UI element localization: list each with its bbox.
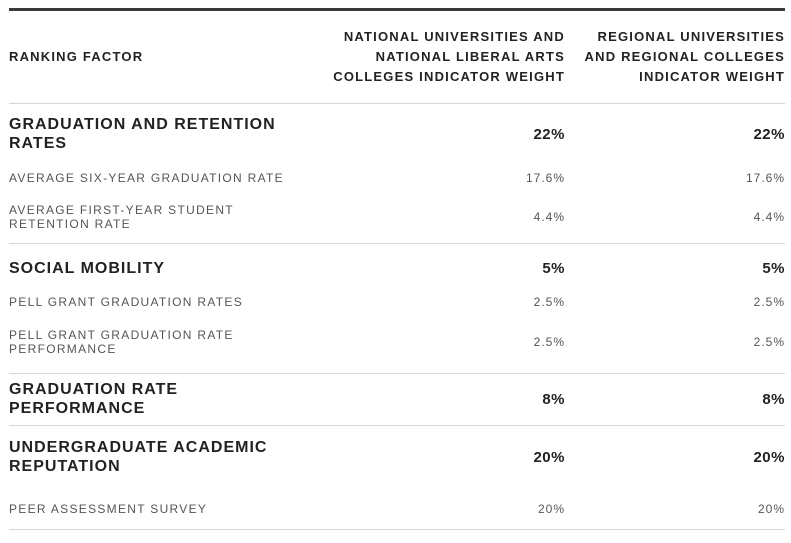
subfactor-regional-weight: 2.5% (565, 311, 785, 374)
header-ranking-factor: RANKING FACTOR (9, 11, 310, 104)
subfactor-name: PELL GRANT GRADUATION RATES (9, 295, 244, 309)
subfactor-regional-weight: 2.5% (753, 295, 785, 309)
header-national-weight: NATIONAL UNIVERSITIES AND NATIONAL LIBER… (310, 11, 565, 104)
subfactor-row: PELL GRANT GRADUATION RATE PERFORMANCE 2… (9, 311, 785, 374)
subfactor-name: AVERAGE SIX-YEAR GRADUATION RATE (9, 171, 284, 185)
category-row: GRADUATION AND RETENTION RATES 22% 22% (9, 103, 785, 165)
subfactor-name: PELL GRANT GRADUATION RATE PERFORMANCE (9, 311, 310, 374)
top-rule (9, 8, 785, 11)
ranking-factors-table: RANKING FACTOR NATIONAL UNIVERSITIES AND… (9, 11, 785, 530)
subfactor-name: PEER ASSESSMENT SURVEY (9, 489, 310, 530)
subfactor-national-weight: 2.5% (310, 311, 565, 374)
category-name: SOCIAL MOBILITY (9, 259, 166, 277)
category-regional-weight: 20% (753, 448, 785, 466)
category-regional-weight: 5% (762, 259, 785, 277)
category-name: UNDERGRADUATE ACADEMIC REPUTATION (9, 439, 268, 476)
category-national-weight: 20% (533, 448, 565, 466)
category-row: UNDERGRADUATE ACADEMIC REPUTATION 20% 20… (9, 425, 785, 489)
category-name: GRADUATION AND RETENTION RATES (9, 116, 276, 153)
subfactor-name: AVERAGE FIRST-YEAR STUDENT RETENTION RAT… (9, 191, 310, 244)
category-national-weight: 5% (542, 259, 565, 277)
category-name: GRADUATION RATE PERFORMANCE (9, 373, 310, 426)
subfactor-row: AVERAGE FIRST-YEAR STUDENT RETENTION RAT… (9, 191, 785, 244)
category-regional-weight: 8% (565, 373, 785, 426)
subfactor-row: PELL GRANT GRADUATION RATES 2.5% 2.5% (9, 293, 785, 311)
subfactor-row: AVERAGE SIX-YEAR GRADUATION RATE 17.6% 1… (9, 165, 785, 191)
subfactor-national-weight: 4.4% (310, 191, 565, 244)
category-row: SOCIAL MOBILITY 5% 5% (9, 243, 785, 293)
category-regional-weight: 22% (753, 125, 785, 143)
subfactor-regional-weight: 20% (565, 489, 785, 530)
table-header-row: RANKING FACTOR NATIONAL UNIVERSITIES AND… (9, 11, 785, 104)
subfactor-row: PEER ASSESSMENT SURVEY 20% 20% (9, 489, 785, 530)
subfactor-national-weight: 20% (310, 489, 565, 530)
category-row: GRADUATION RATE PERFORMANCE 8% 8% (9, 373, 785, 426)
subfactor-national-weight: 2.5% (533, 295, 565, 309)
header-regional-weight: REGIONAL UNIVERSITIES AND REGIONAL COLLE… (565, 11, 785, 104)
category-national-weight: 8% (310, 373, 565, 426)
subfactor-national-weight: 17.6% (525, 171, 565, 185)
subfactor-regional-weight: 4.4% (565, 191, 785, 244)
category-national-weight: 22% (533, 125, 565, 143)
subfactor-regional-weight: 17.6% (745, 171, 785, 185)
